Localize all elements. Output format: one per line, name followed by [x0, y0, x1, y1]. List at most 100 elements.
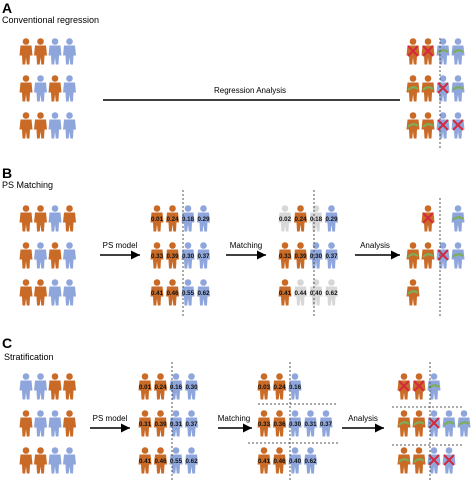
person-icon: [273, 410, 286, 437]
person-icon: [34, 279, 47, 306]
person-icon: [325, 279, 338, 306]
person-icon: [154, 447, 167, 474]
person-icon: [48, 410, 62, 437]
person-icon: [63, 75, 76, 102]
panel-c-ps-population: 0.01 0.24 0.16 0.300.31 0.39 0.31 0.370.41 0.46…: [138, 373, 198, 474]
person-icon: [19, 242, 33, 269]
ps-score-label: 0.03: [258, 384, 271, 391]
ps-score-label: 0.02: [279, 216, 292, 223]
outcome-good-mark: [413, 458, 425, 463]
panel-b-label-analysis: Analysis: [360, 241, 390, 250]
ps-score-label: 0.44: [294, 290, 307, 297]
panel-b-label-ps: PS model: [103, 241, 138, 250]
person-icon: [185, 410, 198, 437]
ps-score-label: 0.41: [139, 458, 152, 465]
outcome-good-mark: [452, 216, 464, 221]
outcome-good-mark: [422, 86, 434, 91]
person-icon: [197, 242, 210, 269]
ps-score-label: 0.46: [166, 290, 179, 297]
person-icon: [427, 447, 441, 474]
person-icon: [257, 447, 271, 474]
panel-a-letter: A: [2, 0, 12, 16]
ps-score-label: 0.62: [197, 290, 210, 297]
person-icon: [197, 279, 210, 306]
person-icon: [197, 205, 210, 232]
person-icon: [166, 205, 179, 232]
outcome-bad-mark: [452, 119, 464, 131]
ps-score-label: 0.30: [185, 384, 198, 391]
ps-score-label: 0.24: [166, 216, 179, 223]
person-icon: [169, 373, 183, 400]
ps-score-label: 0.46: [273, 458, 286, 465]
ps-score-label: 0.30: [182, 253, 195, 260]
ps-score-label: 0.41: [279, 290, 292, 297]
ps-score-label: 0.55: [170, 458, 183, 465]
person-icon: [309, 279, 323, 306]
person-icon: [19, 373, 33, 400]
person-icon: [185, 373, 198, 400]
person-icon: [412, 373, 426, 400]
ps-score-label: 0.40: [310, 290, 323, 297]
ps-score-label: 0.16: [289, 384, 302, 391]
ps-score-label: 0.29: [325, 216, 338, 223]
person-icon: [138, 410, 152, 437]
ps-score-label: 0.33: [258, 421, 271, 428]
panel-b-title: PS Matching: [2, 180, 53, 190]
person-icon: [34, 447, 47, 474]
outcome-bad-mark: [428, 454, 440, 466]
outcome-good-mark: [452, 49, 464, 54]
person-icon: [257, 410, 271, 437]
ps-score-label: 0.33: [279, 253, 292, 260]
person-icon: [397, 373, 411, 400]
person-icon: [421, 38, 435, 65]
person-icon: [166, 242, 179, 269]
panel-c-results: [397, 373, 471, 474]
outcome-good-mark: [443, 421, 455, 426]
person-icon: [34, 75, 47, 102]
person-icon: [19, 112, 33, 139]
panel-c-population: [19, 373, 76, 474]
outcome-good-mark: [452, 253, 464, 258]
person-icon: [294, 242, 307, 269]
panel-a-arrow-label: Regression Analysis: [214, 86, 286, 95]
person-icon: [436, 112, 450, 139]
ps-score-label: 0.18: [310, 216, 323, 223]
ps-score-label: 0.39: [166, 253, 179, 260]
person-icon: [421, 205, 435, 232]
outcome-good-mark: [407, 123, 419, 128]
outcome-good-mark: [452, 86, 464, 91]
panel-c-title: Stratification: [4, 352, 54, 362]
person-icon: [181, 279, 195, 306]
ps-score-label: 0.24: [154, 384, 167, 391]
person-icon: [288, 373, 302, 400]
ps-score-label: 0.29: [197, 216, 210, 223]
person-icon: [48, 447, 62, 474]
outcome-good-mark: [413, 421, 425, 426]
person-icon: [278, 242, 292, 269]
panel-c-label-match: Matching: [218, 414, 250, 423]
person-icon: [154, 410, 167, 437]
outcome-good-mark: [407, 86, 419, 91]
person-icon: [63, 410, 76, 437]
person-icon: [257, 373, 271, 400]
person-icon: [278, 205, 292, 232]
outcome-bad-mark: [443, 454, 455, 466]
person-icon: [304, 410, 317, 437]
ps-score-label: 0.01: [139, 384, 152, 391]
person-icon: [63, 373, 76, 400]
person-icon: [48, 373, 62, 400]
person-icon: [451, 112, 465, 139]
person-icon: [34, 112, 47, 139]
ps-score-label: 0.46: [154, 458, 167, 465]
ps-score-label: 0.62: [304, 458, 317, 465]
ps-score-label: 0.01: [151, 216, 164, 223]
person-icon: [19, 447, 33, 474]
panel-b-letter: B: [2, 165, 12, 181]
ps-score-label: 0.33: [151, 253, 164, 260]
ps-score-label: 0.40: [289, 458, 302, 465]
outcome-good-mark: [437, 49, 449, 54]
outcome-bad-mark: [398, 380, 410, 392]
ps-score-label: 0.55: [182, 290, 195, 297]
ps-score-label: 0.30: [289, 421, 302, 428]
